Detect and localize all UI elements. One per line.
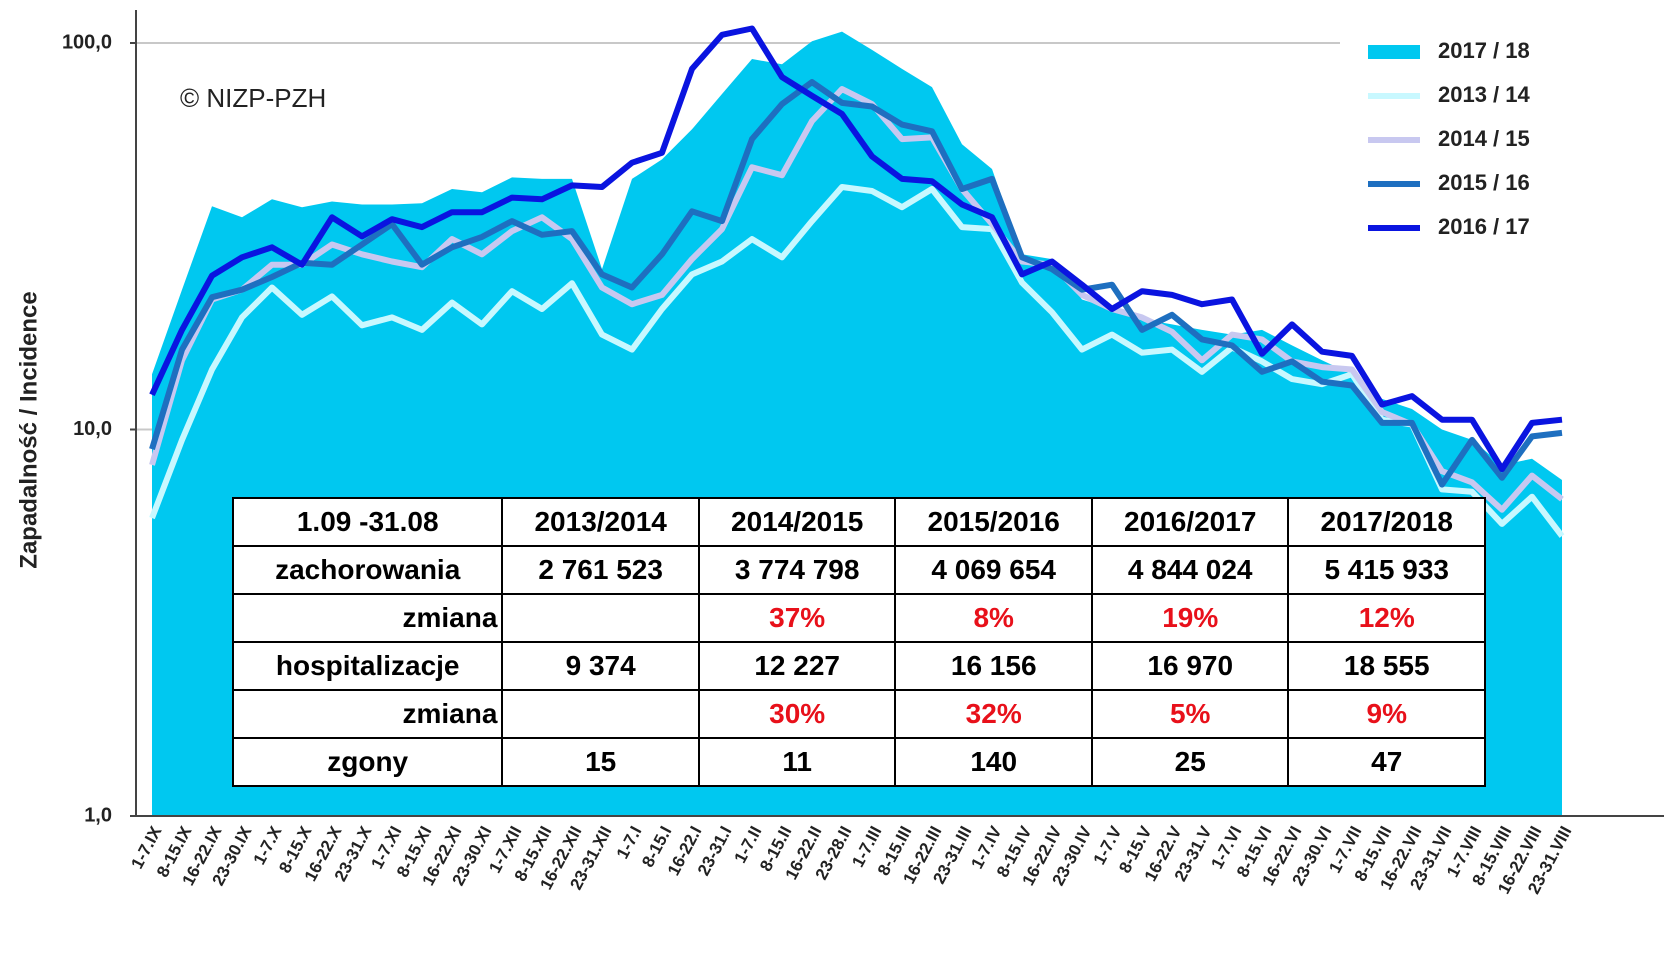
table-cell: 32% (894, 689, 1093, 739)
table-cell (501, 593, 700, 643)
y-tick-label: 10,0 (73, 418, 112, 440)
table-cell: 12% (1287, 593, 1486, 643)
table-cell: zmiana (231, 593, 504, 643)
table-cell: 2014/2015 (697, 497, 897, 547)
table-cell: 2016/2017 (1090, 497, 1290, 547)
table-cell: 8% (894, 593, 1093, 643)
table-cell: 4 844 024 (1090, 545, 1290, 595)
table-cell: 9% (1287, 689, 1486, 739)
legend-label: 2017 / 18 (1438, 38, 1530, 63)
table-cell: 9 374 (501, 641, 700, 691)
line (149, 86, 1564, 513)
table-cell: 140 (894, 737, 1093, 787)
table-cell: 4 069 654 (894, 545, 1093, 595)
legend-label: 2013 / 14 (1438, 82, 1531, 107)
y-axis-title: Zapadalność / Incidence (15, 291, 42, 568)
table-cell: 30% (697, 689, 897, 739)
table-cell: 16 156 (894, 641, 1093, 691)
table-row: zachorowania 2 761 523 3 774 798 4 069 654 4… (231, 545, 1486, 595)
table-cell: 37% (697, 593, 897, 643)
table-cell: 19% (1090, 593, 1290, 643)
table-cell: 11 (697, 737, 897, 787)
summary-table: 1.09 -31.08 2013/2014 2014/2015 2015/2016 20… (231, 497, 1486, 787)
table-cell: 2017/2018 (1287, 497, 1486, 547)
legend-label: 2016 / 17 (1438, 214, 1530, 239)
line (149, 25, 1563, 473)
table-cell: 5 415 933 (1287, 545, 1486, 595)
table-cell: 2 761 523 (501, 545, 700, 595)
table-cell: 2015/2016 (894, 497, 1093, 547)
table-row: zmiana 30% 32% 5% 9% (231, 689, 1486, 739)
legend-label: 2015 / 16 (1438, 170, 1530, 195)
table-row: zmiana 37% 8% 19% 12% (231, 593, 1486, 643)
table-cell: zgony (231, 737, 504, 787)
table-cell: 18 555 (1287, 641, 1486, 691)
table-cell: 1.09 -31.08 (231, 497, 504, 547)
table-cell: 12 227 (697, 641, 897, 691)
line (149, 79, 1563, 488)
table-row: 1.09 -31.08 2013/2014 2014/2015 2015/2016 20… (231, 497, 1486, 547)
table-row: hospitalizacje 9 374 12 227 16 156 16 970 18 … (231, 641, 1486, 691)
table-cell: zmiana (231, 689, 504, 739)
table-cell: hospitalizacje (231, 641, 504, 691)
y-tick-label: 100,0 (62, 31, 112, 53)
table-cell: 16 970 (1090, 641, 1290, 691)
annotation: © NIZP-PZH (180, 83, 326, 113)
table-cell: 5% (1090, 689, 1290, 739)
table-cell: 15 (501, 737, 700, 787)
table-cell (501, 689, 700, 739)
table-cell: 47 (1287, 737, 1486, 787)
table-row: zgony 15 11 140 25 47 (231, 737, 1486, 787)
legend-swatch (1368, 45, 1420, 59)
y-tick-label: 1,0 (84, 804, 112, 826)
table-cell: 25 (1090, 737, 1290, 787)
table-cell: 2013/2014 (501, 497, 700, 547)
table-cell: 3 774 798 (697, 545, 897, 595)
legend-label: 2014 / 15 (1438, 126, 1530, 151)
table-cell: zachorowania (231, 545, 504, 595)
